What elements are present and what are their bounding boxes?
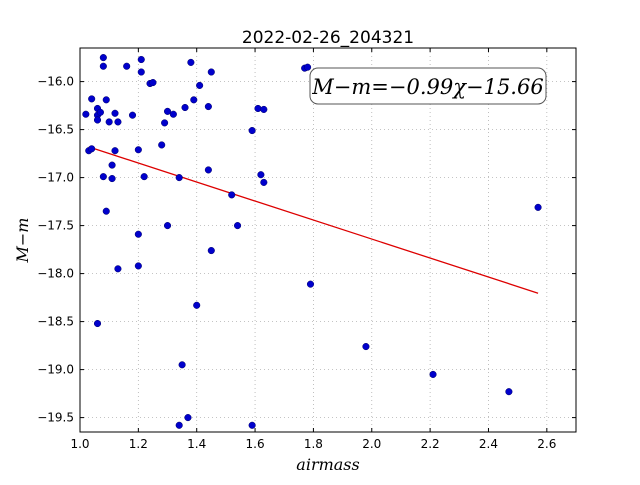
grid (80, 48, 576, 432)
data-point (137, 68, 145, 76)
data-point (429, 370, 437, 378)
y-tick-label: −16.5 (37, 123, 74, 137)
data-point (175, 421, 183, 429)
y-tick-label: −18.0 (37, 267, 74, 281)
fit-equation: M−m=−0.99χ−15.66 (311, 75, 543, 99)
data-point (254, 104, 262, 113)
fit-annotation: M−m=−0.99χ−15.66 (309, 67, 547, 105)
y-tick-label: −18.5 (37, 315, 74, 329)
data-point (161, 119, 169, 127)
data-point (181, 103, 189, 112)
data-point (158, 141, 166, 149)
data-point (88, 145, 96, 153)
data-point (137, 55, 145, 64)
data-point (149, 79, 157, 87)
x-tick-label: 2.0 (362, 437, 381, 451)
y-tick-label: −17.0 (37, 171, 74, 185)
y-tick-label: −17.5 (37, 219, 74, 233)
data-point (134, 146, 142, 154)
data-point (178, 361, 186, 369)
annotation-box (309, 67, 547, 105)
data-point (207, 247, 215, 255)
data-point (260, 178, 268, 186)
data-point (163, 222, 172, 230)
data-point (184, 414, 192, 422)
data-point (114, 265, 122, 273)
fit-line-layer (88, 146, 539, 294)
fit-line (88, 146, 539, 294)
ticks-layer: 1.0 1.2 1.4 1.6 1.8 2.0 2.2 2.4 2.6 −16.0 −16.5 −17… (37, 48, 576, 451)
x-tick-label: 1.8 (304, 437, 323, 451)
data-point (99, 62, 107, 70)
chart-title: 2022-02-26_204321 (242, 28, 414, 48)
data-point (505, 388, 513, 396)
data-point (193, 301, 201, 309)
data-point (123, 62, 131, 70)
x-tick-label: 1.2 (129, 437, 148, 451)
data-point (108, 175, 116, 183)
data-point (96, 108, 104, 116)
data-point (234, 222, 242, 230)
data-point (228, 191, 236, 199)
data-point (306, 280, 315, 288)
y-tick-label: −19.0 (37, 363, 74, 377)
data-point (134, 262, 142, 270)
data-point (362, 343, 370, 351)
data-point (248, 127, 256, 135)
data-point (111, 109, 119, 117)
y-axis-label: M−m (13, 218, 32, 264)
x-axis-label: airmass (296, 455, 359, 474)
data-point (175, 174, 183, 182)
data-point (99, 54, 107, 62)
data-point (134, 230, 142, 238)
data-point (257, 171, 265, 179)
x-tick-label: 2.2 (421, 437, 440, 451)
data-point (128, 111, 137, 119)
data-point (88, 95, 96, 103)
data-point (187, 58, 195, 66)
x-tick-label: 2.4 (479, 437, 498, 451)
data-point (82, 110, 90, 118)
data-point (93, 116, 102, 124)
data-point (111, 147, 119, 155)
data-point (105, 118, 113, 126)
y-tick-label: −19.5 (37, 411, 74, 425)
data-point (190, 96, 198, 104)
data-point (163, 107, 172, 115)
plot-frame (79, 47, 577, 433)
data-point (114, 118, 122, 126)
data-point (196, 81, 204, 89)
x-tick-label: 1.6 (246, 437, 265, 451)
x-tick-label: 2.6 (537, 437, 556, 451)
data-point (204, 166, 212, 174)
data-point (140, 173, 148, 181)
data-point (304, 63, 312, 71)
data-point (260, 105, 268, 113)
data-point (207, 68, 215, 76)
data-point (534, 203, 542, 211)
data-point (204, 103, 212, 111)
data-point (108, 161, 116, 169)
data-point (102, 96, 110, 104)
data-point (93, 319, 102, 328)
data-point (99, 173, 107, 181)
data-point (169, 110, 177, 118)
y-tick-label: −16.0 (37, 75, 74, 89)
x-tick-label: 1.0 (70, 437, 89, 451)
x-tick-label: 1.4 (187, 437, 206, 451)
points-layer (82, 54, 542, 429)
data-point (248, 421, 256, 429)
data-point (102, 207, 110, 215)
